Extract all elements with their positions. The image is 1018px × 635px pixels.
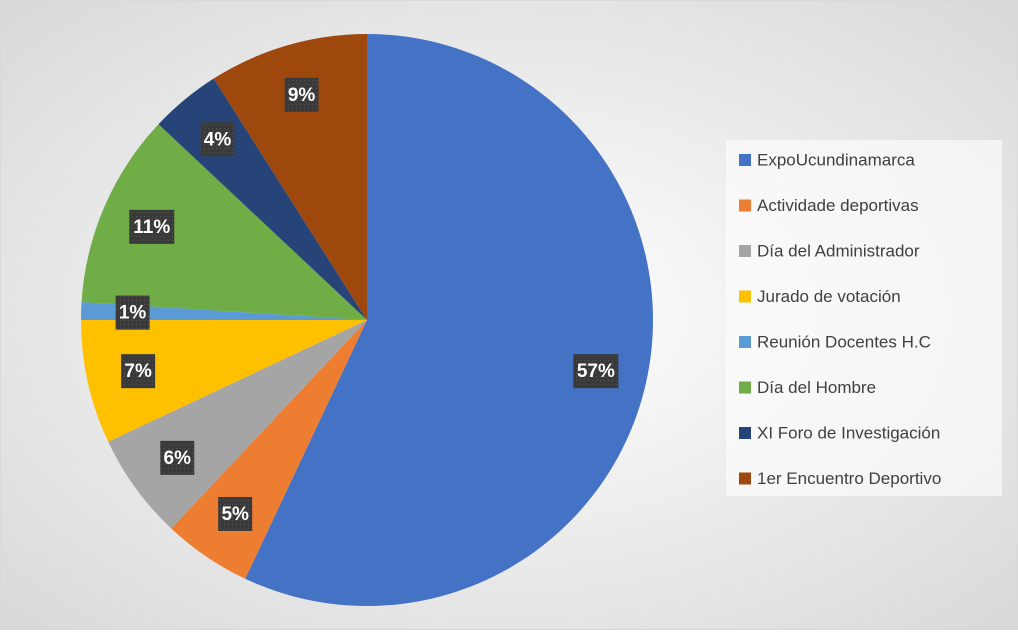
data-label: 4% bbox=[204, 129, 232, 150]
data-label: 6% bbox=[164, 448, 192, 469]
data-label-box bbox=[200, 122, 235, 157]
data-label: 57% bbox=[577, 361, 615, 382]
data-label: 7% bbox=[124, 361, 152, 382]
data-label-box bbox=[121, 354, 156, 389]
data-label-box bbox=[573, 354, 619, 389]
legend-label: Jurado de votación bbox=[757, 287, 901, 306]
legend-swatch bbox=[739, 199, 751, 212]
legend-box bbox=[726, 140, 1002, 496]
data-label-box bbox=[115, 295, 150, 330]
pie-slice bbox=[108, 320, 368, 529]
pie-slice bbox=[81, 320, 367, 442]
pie-slice bbox=[81, 302, 367, 320]
legend-label: Reunión Docentes H.C bbox=[757, 332, 931, 351]
legend-swatch bbox=[739, 381, 751, 394]
legend-swatch bbox=[739, 290, 751, 303]
pie-slice bbox=[245, 34, 653, 606]
legend-label: ExpoUcundinamarca bbox=[757, 150, 915, 169]
legend-swatch bbox=[739, 336, 751, 348]
data-label: 11% bbox=[133, 217, 170, 238]
legend-label: Día del Hombre bbox=[757, 378, 876, 397]
legend-label: 1er Encuentro Deportivo bbox=[757, 469, 941, 488]
data-label-box bbox=[129, 209, 175, 244]
data-label-box bbox=[284, 77, 319, 112]
legend-label: XI Foro de Investigación bbox=[757, 423, 940, 442]
legend-swatch bbox=[739, 472, 751, 485]
data-label-box bbox=[160, 440, 195, 475]
data-label: 1% bbox=[119, 303, 147, 324]
legend-swatch bbox=[739, 427, 751, 439]
data-label: 5% bbox=[221, 504, 249, 525]
data-label: 9% bbox=[288, 85, 316, 106]
legend-swatch bbox=[739, 154, 751, 166]
pie-slice bbox=[81, 124, 367, 320]
legend-label: Día del Administrador bbox=[757, 241, 920, 260]
data-label-box bbox=[218, 496, 253, 531]
legend-label: Actividade deportivas bbox=[757, 196, 919, 215]
legend-swatch bbox=[739, 245, 751, 257]
pie-slice bbox=[213, 34, 367, 320]
